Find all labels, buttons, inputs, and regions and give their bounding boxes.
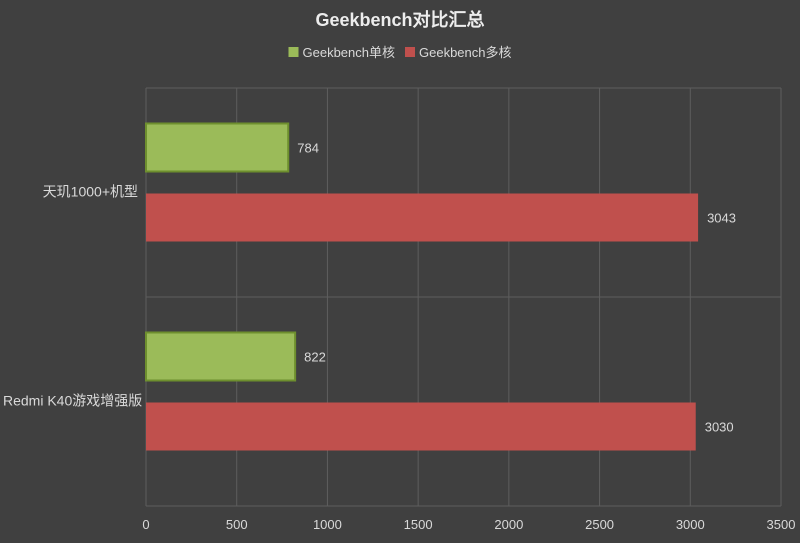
x-tick-label: 2500 [585, 517, 614, 532]
bar-value-label: 822 [304, 350, 326, 365]
legend-swatch [405, 47, 415, 57]
bar-value-label: 3030 [705, 420, 734, 435]
legend: Geekbench单核 Geekbench多核 [288, 45, 512, 60]
bar-multi-core [146, 193, 699, 242]
data-labels: 784 3043 822 3030 [297, 141, 736, 435]
legend-swatch [288, 47, 299, 57]
bar-multi-core [146, 402, 696, 451]
bars [145, 122, 699, 451]
chart-title: Geekbench对比汇总 [315, 9, 484, 30]
category-labels: 天玑1000+机型 Redmi K40游戏增强版 [3, 184, 142, 409]
x-tick-label: 500 [226, 517, 248, 532]
x-tick-label: 3000 [676, 517, 705, 532]
legend-item: Geekbench单核 [288, 45, 396, 60]
category-label: 天玑1000+机型 [43, 184, 138, 200]
legend-label: Geekbench多核 [419, 45, 512, 60]
bar-single-core [145, 122, 290, 173]
x-tick-label: 1500 [404, 517, 433, 532]
bar-value-label: 3043 [707, 211, 736, 226]
x-tick-label: 3500 [767, 517, 796, 532]
bar-value-label: 784 [297, 141, 319, 156]
category-label: Redmi K40游戏增强版 [3, 393, 142, 409]
x-tick-label: 0 [142, 517, 149, 532]
x-axis-ticks: 0 500 1000 1500 2000 2500 3000 3500 [142, 517, 795, 532]
legend-item: Geekbench多核 [405, 45, 512, 60]
x-tick-label: 1000 [313, 517, 342, 532]
bar-single-core [145, 331, 297, 382]
legend-label: Geekbench单核 [303, 45, 396, 60]
x-tick-label: 2000 [494, 517, 523, 532]
